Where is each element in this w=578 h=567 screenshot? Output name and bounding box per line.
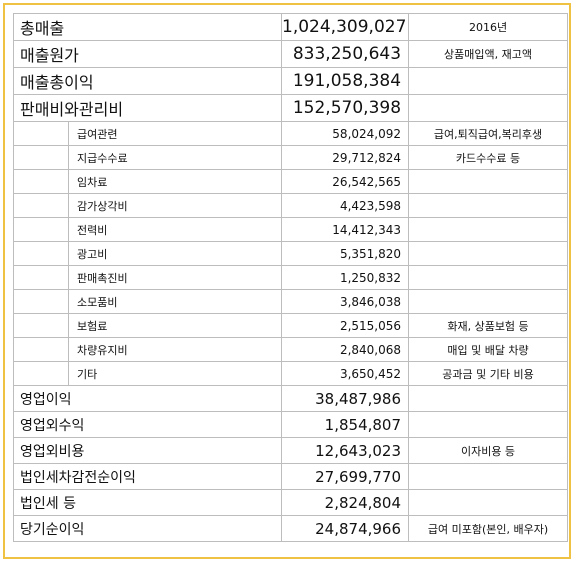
report-frame: 총매출 1,024,309,027 2016년 매출원가 833,250,643… [3,3,571,559]
row-note: 급여 미포함(본인, 배우자) [408,515,569,542]
row-label: 매출원가 [12,40,283,68]
row-pretax-income: 법인세차감전순이익 27,699,770 [12,463,569,490]
row-net-income: 당기순이익 24,874,966 급여 미포함(본인, 배우자) [12,515,569,542]
expense-value: 14,412,343 [281,217,410,242]
row-note [408,463,569,490]
expense-label: 기타 [67,361,283,386]
expense-value: 4,423,598 [281,193,410,218]
expense-row: 전력비 14,412,343 [13,217,569,242]
row-non-operating-income: 영업외수익 1,854,807 [12,411,569,438]
row-label: 당기순이익 [12,515,283,542]
expense-note: 카드수수료 등 [408,145,569,170]
row-gross-profit: 매출총이익 191,058,384 [12,67,569,95]
expense-row: 임차료 26,542,565 [13,169,569,194]
row-label: 총매출 [12,13,283,41]
indent-cell [13,361,69,386]
indent-cell [13,193,69,218]
indent-cell [13,265,69,290]
expense-value: 1,250,832 [281,265,410,290]
row-operating-income: 영업이익 38,487,986 [12,385,569,412]
expense-label: 임차료 [67,169,283,194]
indent-cell [13,145,69,170]
row-label: 영업외비용 [12,437,283,464]
expense-note [408,289,569,314]
indent-cell [13,169,69,194]
row-note [408,385,569,412]
expense-row: 판매촉진비 1,250,832 [13,265,569,290]
row-non-operating-expenses: 영업외비용 12,643,023 이자비용 등 [12,437,569,464]
expense-note: 급여,퇴직급여,복리후생 [408,121,569,146]
row-label: 영업외수익 [12,411,283,438]
row-label: 판매비와관리비 [12,94,283,122]
income-statement-table: 총매출 1,024,309,027 2016년 매출원가 833,250,643… [12,13,569,542]
row-value: 1,024,309,027 [281,13,410,41]
row-value: 833,250,643 [281,40,410,68]
indent-cell [13,289,69,314]
indent-cell [13,313,69,338]
expense-value: 2,840,068 [281,337,410,362]
row-value: 152,570,398 [281,94,410,122]
row-value: 38,487,986 [281,385,410,412]
row-note [408,489,569,516]
expense-value: 29,712,824 [281,145,410,170]
row-label: 법인세 등 [12,489,283,516]
row-value: 1,854,807 [281,411,410,438]
expense-note [408,193,569,218]
row-note: 이자비용 등 [408,437,569,464]
row-cost-of-sales: 매출원가 833,250,643 상품매입액, 재고액 [12,40,569,68]
row-note [408,411,569,438]
expense-label: 급여관련 [67,121,283,146]
expense-value: 2,515,056 [281,313,410,338]
row-label: 법인세차감전순이익 [12,463,283,490]
row-note [408,67,569,95]
expense-note [408,169,569,194]
expense-note: 공과금 및 기타 비용 [408,361,569,386]
expense-label: 전력비 [67,217,283,242]
expense-value: 5,351,820 [281,241,410,266]
expense-label: 광고비 [67,241,283,266]
expense-row: 광고비 5,351,820 [13,241,569,266]
expense-row: 감가상각비 4,423,598 [13,193,569,218]
expense-label: 판매촉진비 [67,265,283,290]
expense-label: 보험료 [67,313,283,338]
expense-label: 감가상각비 [67,193,283,218]
indent-cell [13,217,69,242]
row-total-sales: 총매출 1,024,309,027 2016년 [12,13,569,41]
expense-row: 차량유지비 2,840,068 매입 및 배달 차량 [13,337,569,362]
indent-cell [13,241,69,266]
row-corporate-tax: 법인세 등 2,824,804 [12,489,569,516]
expense-note [408,265,569,290]
row-note [408,94,569,122]
expense-row: 기타 3,650,452 공과금 및 기타 비용 [13,361,569,386]
expense-row: 소모품비 3,846,038 [13,289,569,314]
expense-row: 급여관련 58,024,092 급여,퇴직급여,복리후생 [13,121,569,146]
expense-note [408,217,569,242]
expense-value: 58,024,092 [281,121,410,146]
row-value: 2,824,804 [281,489,410,516]
row-value: 27,699,770 [281,463,410,490]
expense-label: 지급수수료 [67,145,283,170]
row-value: 24,874,966 [281,515,410,542]
expense-label: 차량유지비 [67,337,283,362]
expense-value: 26,542,565 [281,169,410,194]
row-note: 상품매입액, 재고액 [408,40,569,68]
expense-row: 보험료 2,515,056 화재, 상품보험 등 [13,313,569,338]
row-label: 매출총이익 [12,67,283,95]
row-value: 191,058,384 [281,67,410,95]
indent-cell [13,337,69,362]
row-value: 12,643,023 [281,437,410,464]
indent-cell [13,121,69,146]
expense-label: 소모품비 [67,289,283,314]
row-sga-expenses: 판매비와관리비 152,570,398 [12,94,569,122]
expense-value: 3,650,452 [281,361,410,386]
expense-note: 매입 및 배달 차량 [408,337,569,362]
expense-value: 3,846,038 [281,289,410,314]
expense-row: 지급수수료 29,712,824 카드수수료 등 [13,145,569,170]
expense-note [408,241,569,266]
row-label: 영업이익 [12,385,283,412]
row-note: 2016년 [408,13,569,41]
expense-note: 화재, 상품보험 등 [408,313,569,338]
